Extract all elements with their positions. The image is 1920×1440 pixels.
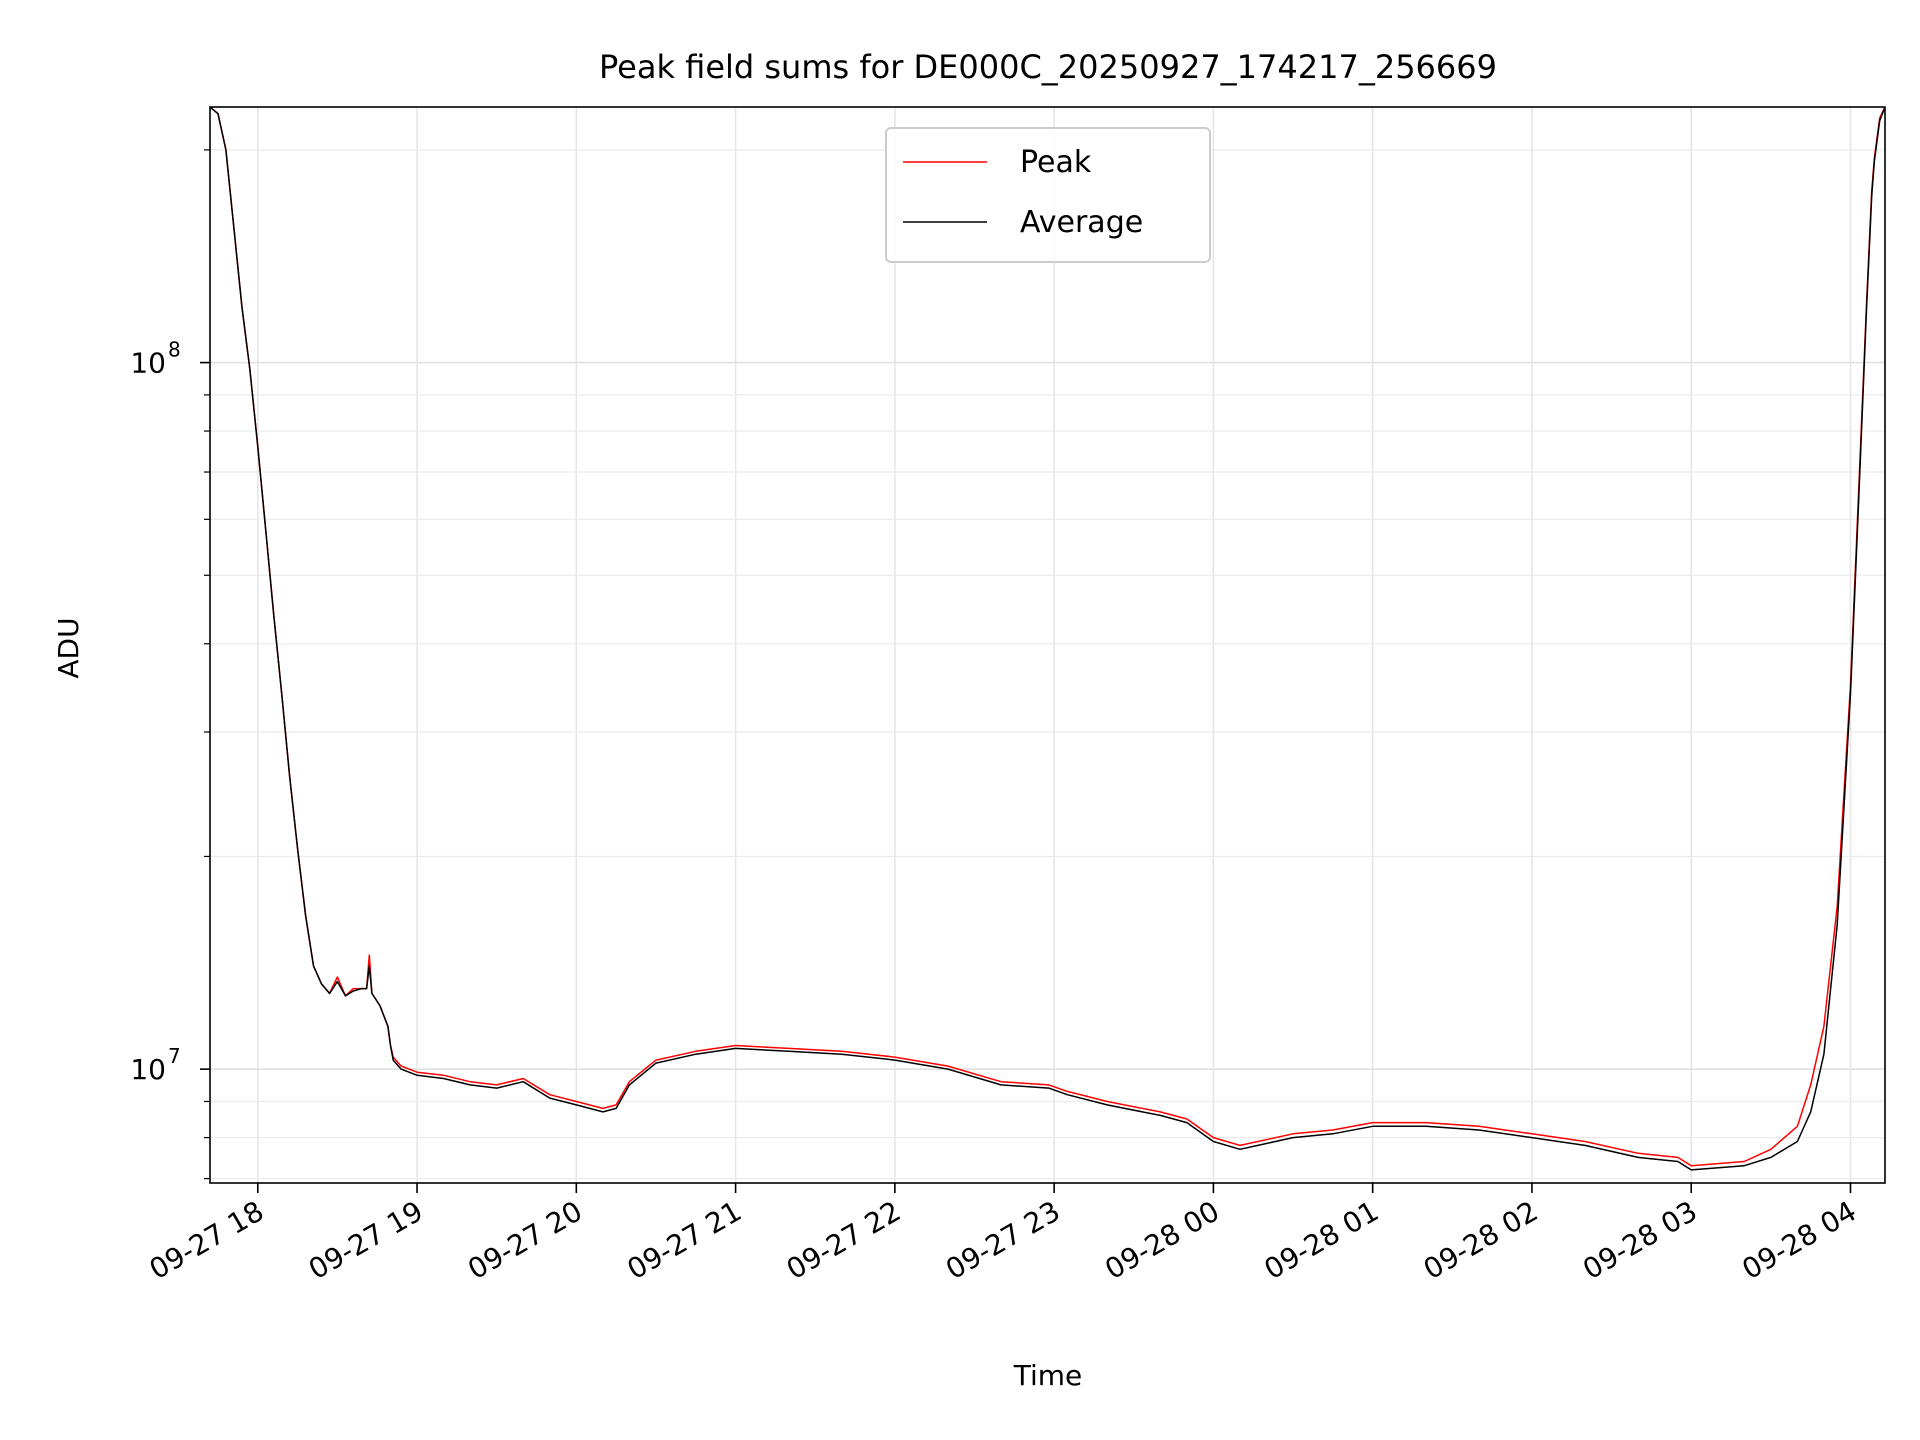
y-tick-label: 10 <box>130 1053 166 1086</box>
grid-lines <box>210 107 1885 1183</box>
legend-label-average: Average <box>1020 205 1143 240</box>
legend-label-peak: Peak <box>1020 145 1092 180</box>
chart-title: Peak field sums for DE000C_20250927_1742… <box>599 48 1497 86</box>
y-tick-label-exponent: 7 <box>168 1044 181 1068</box>
y-tick-label: 10 <box>130 347 166 380</box>
series-line-average <box>210 107 1885 1171</box>
plot-frame <box>209 106 1886 1184</box>
x-axis-label: Time <box>1013 1359 1083 1392</box>
legend: Peak Average <box>885 127 1211 263</box>
y-axis-label: ADU <box>52 617 85 678</box>
series-lines <box>210 107 1885 1171</box>
y-tick-label-exponent: 8 <box>168 338 181 362</box>
